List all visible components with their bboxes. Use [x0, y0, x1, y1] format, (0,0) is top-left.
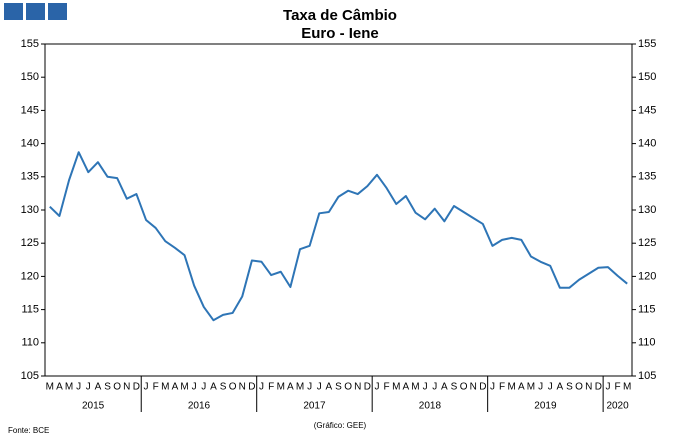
x-tick-label: O [113, 382, 121, 393]
x-tick-label: S [566, 382, 573, 393]
x-tick-label: F [615, 382, 621, 393]
x-tick-label: J [86, 382, 91, 393]
x-tick-label: F [268, 382, 274, 393]
y2-tick-label: 130 [638, 204, 656, 216]
year-label: 2015 [82, 401, 105, 412]
x-tick-label: D [248, 382, 255, 393]
x-tick-label: M [180, 382, 188, 393]
y-tick-label: 105 [21, 370, 39, 382]
y2-tick-label: 125 [638, 237, 656, 249]
y-tick-label: 145 [21, 104, 39, 116]
x-tick-label: D [364, 382, 371, 393]
y-tick-label: 130 [21, 204, 39, 216]
x-tick-label: M [508, 382, 516, 393]
x-tick-label: J [538, 382, 543, 393]
plot-frame [44, 43, 633, 377]
y-tick-label: 150 [21, 71, 39, 83]
data-line [49, 151, 628, 322]
y2-tick-label: 115 [638, 304, 656, 316]
x-tick-label: N [239, 382, 246, 393]
y-tick-label: 155 [21, 38, 39, 50]
x-tick-label: D [479, 382, 486, 393]
y2-tick-label: 120 [638, 270, 656, 282]
y-tick-label: 115 [21, 304, 39, 316]
x-tick-label: A [287, 382, 294, 393]
x-tick-label: J [374, 382, 379, 393]
x-tick-label: A [518, 382, 525, 393]
x-tick-label: S [104, 382, 111, 393]
x-tick-label: D [133, 382, 140, 393]
x-tick-label: S [220, 382, 227, 393]
x-tick-label: A [441, 382, 448, 393]
x-tick-label: O [344, 382, 352, 393]
x-tick-label: S [335, 382, 342, 393]
x-tick-label: J [317, 382, 322, 393]
y2-tick-label: 140 [638, 138, 656, 150]
x-tick-label: M [411, 382, 419, 393]
x-tick-label: S [451, 382, 458, 393]
x-tick-label: A [403, 382, 410, 393]
x-tick-label: F [499, 382, 505, 393]
x-tick-label: M [46, 382, 54, 393]
x-tick-label: A [326, 382, 333, 393]
x-tick-label: J [201, 382, 206, 393]
x-tick-label: J [432, 382, 437, 393]
logo-block [26, 3, 45, 20]
x-tick-label: N [123, 382, 130, 393]
x-tick-label: M [623, 382, 631, 393]
x-tick-label: M [296, 382, 304, 393]
x-tick-label: A [210, 382, 217, 393]
x-tick-label: A [556, 382, 563, 393]
y2-tick-label: 135 [638, 171, 656, 183]
year-label: 2017 [303, 401, 326, 412]
x-tick-label: M [392, 382, 400, 393]
x-tick-label: D [595, 382, 602, 393]
y-tick-label: 110 [21, 337, 39, 349]
year-label: 2019 [534, 401, 557, 412]
x-tick-label: M [527, 382, 535, 393]
logo-block [48, 3, 67, 20]
year-label: 2018 [419, 401, 442, 412]
y-tick-label: 120 [21, 270, 39, 282]
credit: (Gráfico: GEE) [314, 421, 367, 430]
x-tick-label: J [192, 382, 197, 393]
source: Fonte: BCE [8, 426, 49, 435]
logo-block [4, 3, 23, 20]
x-tick-label: J [307, 382, 312, 393]
y-tick-label: 125 [21, 237, 39, 249]
year-label: 2020 [606, 401, 629, 412]
x-tick-label: O [229, 382, 237, 393]
x-tick-label: F [153, 382, 159, 393]
x-tick-label: O [460, 382, 468, 393]
x-tick-label: J [548, 382, 553, 393]
chart-subtitle: Euro - Iene [301, 25, 379, 42]
y2-tick-label: 105 [638, 370, 656, 382]
x-tick-label: M [65, 382, 73, 393]
x-tick-label: A [56, 382, 63, 393]
y-tick-label: 140 [21, 138, 39, 150]
chart-title: Taxa de Câmbio [283, 7, 397, 24]
y-tick-label: 135 [21, 171, 39, 183]
x-tick-label: J [490, 382, 495, 393]
x-tick-label: J [144, 382, 149, 393]
x-tick-label: J [76, 382, 81, 393]
y2-tick-label: 145 [638, 104, 656, 116]
x-tick-label: J [259, 382, 264, 393]
y2-tick-label: 110 [638, 337, 656, 349]
x-tick-label: M [277, 382, 285, 393]
x-tick-label: A [95, 382, 102, 393]
x-tick-label: N [354, 382, 361, 393]
x-tick-label: M [161, 382, 169, 393]
y2-tick-label: 155 [638, 38, 656, 50]
x-tick-label: J [605, 382, 610, 393]
x-tick-label: F [384, 382, 390, 393]
x-tick-label: O [575, 382, 583, 393]
x-tick-label: N [470, 382, 477, 393]
x-tick-label: A [172, 382, 179, 393]
year-label: 2016 [188, 401, 211, 412]
y2-tick-label: 150 [638, 71, 656, 83]
x-tick-label: J [423, 382, 428, 393]
x-tick-label: N [585, 382, 592, 393]
